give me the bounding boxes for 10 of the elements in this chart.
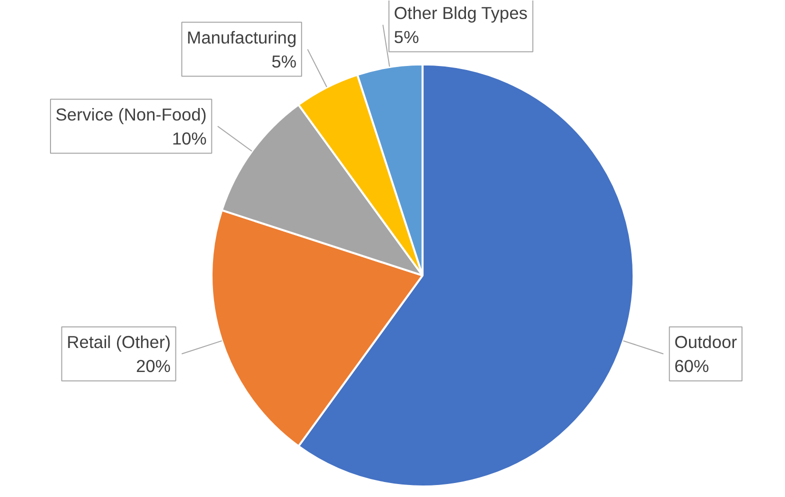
data-label: 5% bbox=[272, 51, 297, 72]
slice-label: Manufacturing bbox=[186, 27, 297, 48]
data-label: 60% bbox=[674, 356, 710, 376]
slice-label: Retail (Other) bbox=[66, 332, 171, 352]
data-label: 20% bbox=[136, 356, 171, 376]
data-label: 5% bbox=[394, 26, 419, 47]
slice-label: Service (Non-Food) bbox=[55, 104, 207, 124]
slice-label: Other Bldg Types bbox=[394, 2, 528, 23]
data-label: 10% bbox=[172, 128, 207, 148]
slice-label: Outdoor bbox=[674, 332, 738, 352]
